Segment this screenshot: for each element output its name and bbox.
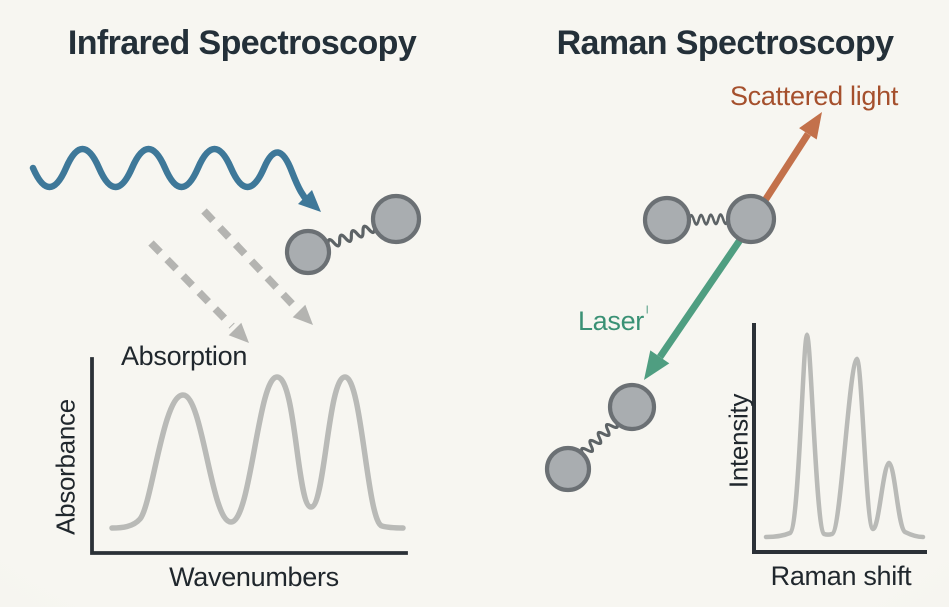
raman-molecule-atom-left: [642, 195, 692, 245]
ir-spectrum-axes: [90, 357, 408, 555]
ir-light-wave-arrow: [29, 145, 313, 207]
raman-chart-xlabel: Raman shift: [770, 561, 912, 591]
ir-molecule-bond-squiggle: [324, 221, 378, 251]
laser-arrow: [657, 219, 756, 359]
ir-molecule-atom-left: [284, 228, 332, 276]
ir-chart-xlabel: Wavenumbers: [169, 562, 339, 592]
ir-spectrum-curve: [109, 374, 406, 531]
raman-molecule2-atom-upper: [607, 382, 657, 432]
reemitted-dashed-arrow-2: [148, 240, 235, 329]
raman-spectrum-axes: [752, 323, 927, 554]
ir-chart-ylabel: Absorbance: [50, 399, 81, 535]
laser-label-text: Laser: [577, 306, 644, 336]
reemitted-dashed-arrowhead-1-icon: [292, 304, 313, 325]
scattered-light-label: Scattered light: [729, 81, 899, 111]
raman-chart-ylabel: Intensity: [723, 393, 754, 489]
reemitted-dashed-arrowhead-2-icon: [228, 322, 249, 343]
raman-molecule-bond-squiggle: [687, 212, 730, 227]
laser-label-mark: ˡ: [645, 304, 649, 321]
raman-molecule2-bond-squiggle: [578, 417, 621, 459]
raman-molecule2-atom-lower: [544, 445, 592, 493]
right-panel-title: Raman Spectroscopy: [556, 24, 894, 62]
laser-arrowhead-icon: [644, 350, 670, 380]
raman-molecule-atom-right: [725, 193, 777, 245]
scattered-light-arrowhead-icon: [799, 112, 822, 140]
left-panel-title: Infrared Spectroscopy: [67, 24, 417, 62]
ir-chart-title: Absorption: [120, 341, 248, 371]
ir-light-arrowhead-icon: [298, 190, 321, 212]
laser-label: Laser ˡ: [577, 304, 649, 337]
ir-molecule-atom-right: [370, 193, 422, 245]
reemitted-dashed-arrow-1: [201, 208, 299, 311]
raman-spectrum-curve: [763, 332, 926, 540]
